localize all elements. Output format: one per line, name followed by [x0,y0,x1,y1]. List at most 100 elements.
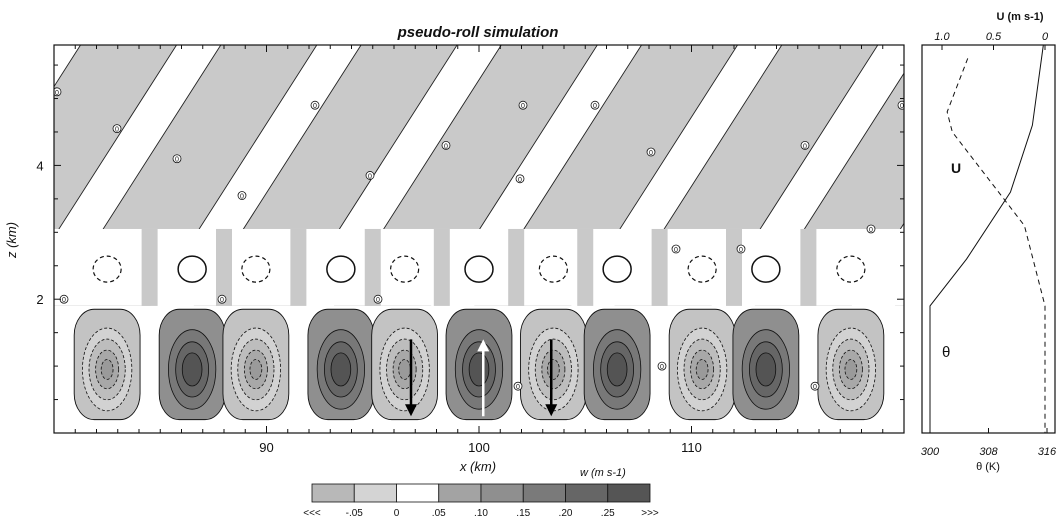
zero-contour-label: 0 [55,90,59,97]
zero-contour-label: 0 [444,143,448,150]
cell-contour [330,352,352,387]
zero-label-marker [657,361,667,371]
colorbar-tick-label: .15 [516,508,530,519]
zero-label-marker [172,154,182,164]
roll-cells [73,308,885,421]
mid-level-contour [241,255,271,283]
mid-level-connector [364,228,381,306]
zero-label-marker [441,140,451,150]
profile-frame [921,44,1056,434]
colorbar-swatch [607,483,651,503]
zero-label-marker [518,100,528,110]
cell-contour [468,352,490,387]
zero-contour-label: 0 [175,157,179,164]
mid-layer [54,228,904,306]
zero-contour-label: 0 [518,177,522,184]
mid-level-cells [92,228,866,306]
colorbar-swatch [438,483,482,503]
zero-contour-label: 0 [115,127,119,134]
cell-contour [100,359,114,380]
mid-level-connector [726,228,742,306]
colorbar-tick-label: >>> [641,508,659,519]
mid-level-connector [141,228,158,306]
profile-panel: 1.0 0.5 0 300 308 316 U θ [921,31,1057,458]
mid-level-contour [464,255,494,283]
u-axis-title: U (m s-1) [996,11,1043,23]
colorbar-tick-label: .20 [559,508,573,519]
mid-level-connector [508,228,525,306]
zero-contour-label: 0 [649,150,653,157]
x-tick-label: 100 [468,440,490,455]
y-tick-label: 4 [36,158,43,173]
colorbar: <<< -.05 0 .05 .10 .15 .20 .25 >>> [303,483,659,519]
mid-level-contour [538,255,568,283]
mid-level-contour [836,255,866,283]
colorbar-tick-label: -.05 [346,508,364,519]
zero-contour-label: 0 [900,103,904,110]
zero-label-marker [897,100,904,110]
colorbar-tick-label: <<< [303,508,321,519]
colorbar-tick-label: .10 [474,508,488,519]
zero-label-marker [671,244,681,254]
zero-contour-label: 0 [660,364,664,371]
main-axis-ticks: 90 100 110 2 4 [36,45,905,455]
zero-label-marker [810,381,820,391]
u-axis-tick-label: 1.0 [934,31,950,43]
y-axis-title: z (km) [4,222,19,259]
zero-label-marker [373,294,383,304]
mid-level-contour [751,255,781,283]
theta-axis-tick-label: 316 [1038,446,1057,458]
colorbar-swatch [396,483,440,503]
zero-contour-label: 0 [739,247,743,254]
zero-contour-label: 0 [593,103,597,110]
zero-contour-label: 0 [376,297,380,304]
zero-contour-label: 0 [803,143,807,150]
cell-contour [547,359,560,380]
u-axis-tick-label: 0 [1042,31,1049,43]
cell-contour [844,359,858,380]
theta-axis-title: θ (K) [976,461,1000,473]
zero-contour-label: 0 [674,247,678,254]
colorbar-swatch [522,483,566,503]
colorbar-label: w (m s-1) [580,467,626,479]
zero-contour-label: 0 [62,297,66,304]
x-axis-title: x (km) [459,459,496,474]
colorbar-swatch [565,483,609,503]
mid-level-connector [651,228,668,306]
upward-arrow-head [477,339,490,352]
theta-axis-tick-label: 308 [979,446,998,458]
zero-contour-label: 0 [368,173,372,180]
mid-level-contour [92,255,122,283]
u-profile-line [946,58,1046,433]
x-tick-label: 110 [681,440,702,455]
cell-contour [398,359,411,380]
y-tick-label: 2 [36,292,43,307]
zero-label-marker [54,87,62,97]
colorbar-tick-label: 0 [394,508,400,519]
mid-level-connector [577,228,594,306]
downward-arrow-head [545,404,558,417]
wave-band [0,40,40,306]
cell-contour [249,359,263,380]
mid-level-connector [216,228,232,306]
flow-arrows [405,339,558,417]
zero-label-marker [217,294,227,304]
contour-panel: 0 0 0 0 0 0 0 0 0 0 0 0 0 0 0 0 0 0 0 0 0 0 90 100 110 2 4 [0,40,905,455]
mid-level-contour [687,255,717,283]
downward-arrow-head [405,404,417,417]
zero-contour-label: 0 [516,384,520,391]
zero-contour-label: 0 [220,297,224,304]
zero-contour-label: 0 [813,384,817,391]
zero-label-marker [513,381,523,391]
zero-contour-label: 0 [240,194,244,201]
zero-label-marker [646,147,656,157]
zero-contour-label: 0 [313,103,317,110]
mid-level-contour [326,255,356,283]
mid-level-contour [390,255,420,283]
theta-axis-tick-label: 300 [921,446,940,458]
zero-label-marker [515,174,525,184]
colorbar-swatch [480,483,524,503]
chart-title: pseudo-roll simulation [397,24,559,41]
colorbar-swatch [311,483,355,503]
